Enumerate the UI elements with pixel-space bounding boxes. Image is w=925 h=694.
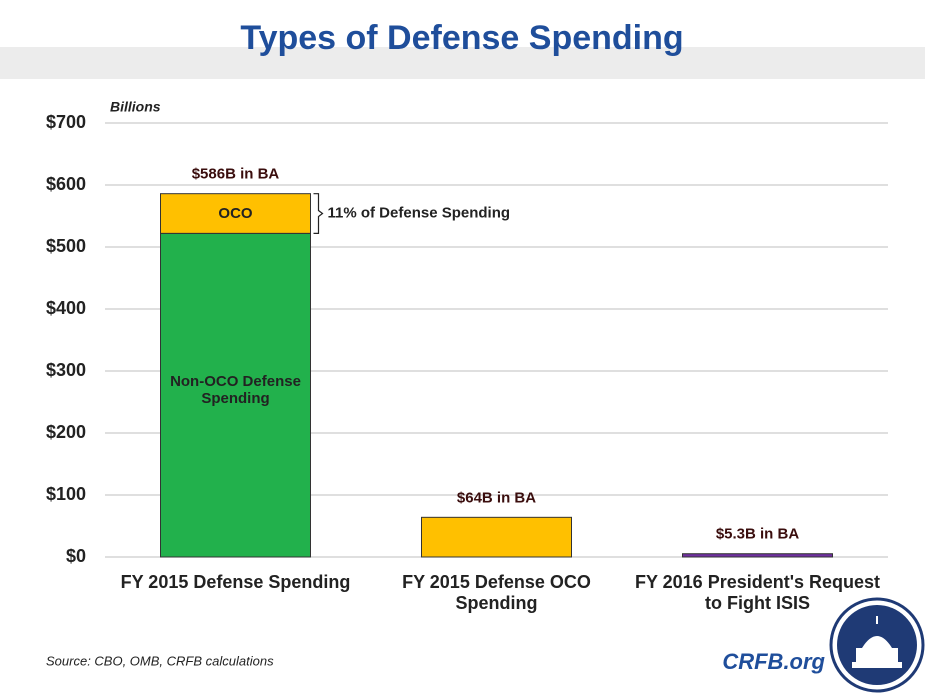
bar-segment <box>682 553 833 558</box>
bar-segment <box>160 193 311 234</box>
annotation: 11% of Defense Spending <box>328 204 511 221</box>
y-tick-label: $700 <box>46 112 86 132</box>
title-band <box>0 47 925 79</box>
brand: CRFB.org <box>722 649 825 674</box>
y-tick-label: $600 <box>46 174 86 194</box>
x-tick-label: FY 2016 President's Request to Fight ISI… <box>634 572 881 613</box>
bar-segment <box>160 232 311 558</box>
y-axis-label: Billions <box>110 99 161 115</box>
logo <box>829 597 925 693</box>
total-label: $586B in BA <box>192 166 280 183</box>
segment-label: OCO <box>218 204 253 222</box>
segment-label: Non-OCO Defense Spending <box>170 373 301 408</box>
source: Source: CBO, OMB, CRFB calculations <box>46 653 274 668</box>
y-tick-label: $400 <box>46 298 86 318</box>
bracket <box>313 193 324 234</box>
y-tick-label: $0 <box>66 546 86 566</box>
y-tick-label: $300 <box>46 360 86 380</box>
y-tick-label: $200 <box>46 422 86 442</box>
total-label: $64B in BA <box>457 489 536 506</box>
bar-segment <box>421 516 572 558</box>
y-tick-label: $100 <box>46 484 86 504</box>
x-tick-label: FY 2015 Defense Spending <box>120 572 351 592</box>
x-tick-label: FY 2015 Defense OCO Spending <box>402 572 591 613</box>
total-label: $5.3B in BA <box>716 526 800 543</box>
y-tick-label: $500 <box>46 236 86 256</box>
chart-title: Types of Defense Spending <box>240 19 683 57</box>
